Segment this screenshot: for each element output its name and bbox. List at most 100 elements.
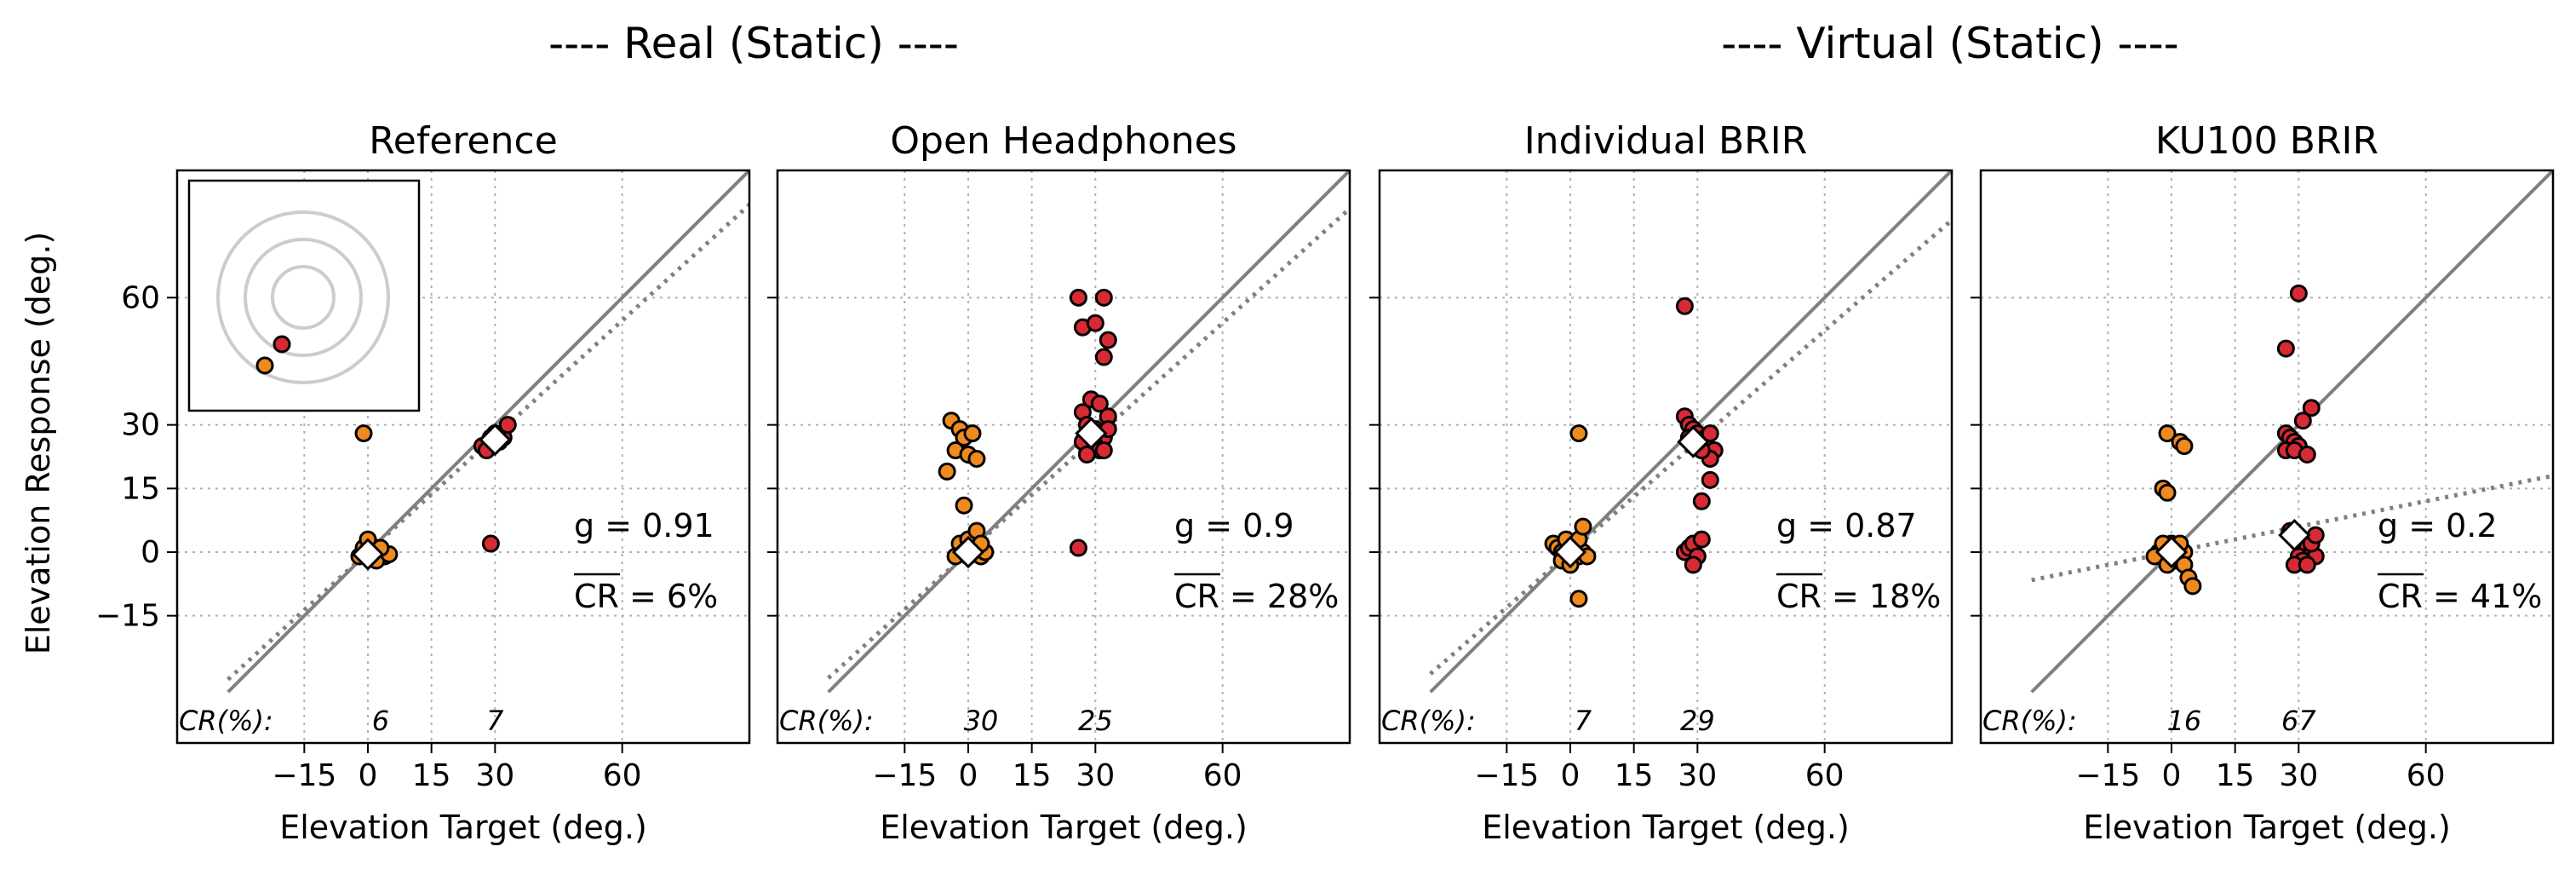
x-tick-label: 60 [603,758,642,793]
cr-value: 7 [486,705,504,737]
inset-ring [271,265,336,330]
cr-value: 67 [2281,705,2316,737]
cr-value: 30 [964,705,999,737]
data-point-target-30 [2293,412,2312,430]
x-axis-label: Elevation Target (deg.) [2083,809,2451,846]
data-point-target-30 [2276,339,2295,358]
x-tick-label: −15 [2075,758,2140,793]
cr-prefix: CR(%): [779,705,874,737]
data-point-target-30 [2302,399,2321,417]
inset-ring [216,210,390,384]
panel-title: KU100 BRIR [2155,119,2378,163]
gain-text: g = 0.91 [574,507,714,544]
cr-prefix: CR(%): [1381,705,1476,737]
regression-line [2031,473,2553,583]
x-tick-label: 60 [1805,758,1845,793]
data-point-target-30 [498,416,517,435]
cr-prefix: CR(%): [1982,705,2077,737]
gain-text: g = 0.9 [1174,507,1294,544]
data-point-target-30 [1692,530,1711,549]
data-point-target-30 [1701,470,1719,489]
x-axis-label: Elevation Target (deg.) [279,809,647,846]
data-point-target-30 [1086,314,1104,332]
x-tick-label: 0 [959,758,978,793]
mean-marker [1677,425,1710,458]
data-point-target-30 [1069,288,1087,307]
data-point-target-0 [1569,590,1588,608]
x-tick-label: 30 [2279,758,2318,793]
x-axis-label: Elevation Target (deg.) [1482,809,1850,846]
data-point-target-30 [1094,288,1113,307]
group-title-real: ---- Real (Static) ---- [548,19,959,68]
data-point-target-30 [1090,394,1109,413]
inset-box [187,179,421,412]
data-point-target-0 [1574,517,1592,536]
y-tick-label: 30 [121,408,160,443]
data-point-target-0 [938,462,956,481]
panel-2: Open Headphones −15 0 15 30 60 g = 0.9 CR = 28%… [767,119,1351,846]
inset-ring [244,238,363,357]
data-point-target-0 [955,496,973,515]
y-axis-label: Elevation Response (deg.) [20,232,57,655]
data-point-target-30 [2298,446,2316,464]
x-axis-label: Elevation Target (deg.) [880,809,1248,846]
x-tick-label: −15 [872,758,937,793]
data-point-target-0 [354,424,373,443]
panel-title: Reference [369,119,558,163]
gain-text: g = 0.87 [1776,507,1917,544]
x-tick-label: 0 [2162,758,2182,793]
data-point-target-0 [2158,483,2177,502]
mean-marker [351,538,385,571]
cr-value: 7 [1575,705,1592,737]
x-tick-label: 15 [1013,758,1052,793]
panel-3: Individual BRIR −15 0 15 30 60 g = 0.87 CR = 18… [1369,119,1954,846]
cr-value: 16 [2167,705,2202,737]
mean-cr-text: CR = 41% [2378,578,2542,615]
axes-frame [175,169,751,745]
data-point-target-30 [2289,284,2308,302]
axes-frame [1979,169,2555,745]
data-point-target-0 [1569,424,1588,443]
data-point-target-0 [963,424,982,443]
data-point-target-0 [2158,424,2177,443]
x-tick-label: 60 [2407,758,2446,793]
x-tick-label: 60 [1203,758,1242,793]
gain-text: g = 0.2 [2378,507,2498,544]
y-tick-label: 15 [121,471,160,506]
x-tick-label: −15 [1474,758,1539,793]
data-point-target-30 [1094,348,1113,366]
y-tick-label: −15 [95,599,160,634]
panel-4: KU100 BRIR −15 0 15 30 60 g = 0.2 CR = 41% CR(%)… [1971,119,2555,846]
mean-marker [2154,535,2189,569]
mean-marker [951,535,985,569]
y-tick-label: 60 [121,280,160,315]
axes-frame [776,169,1351,745]
x-tick-label: 0 [1561,758,1581,793]
x-tick-label: 0 [359,758,378,793]
x-tick-label: 15 [412,758,451,793]
axes-frame [1378,169,1954,745]
x-tick-label: 30 [1076,758,1115,793]
x-tick-label: 30 [475,758,514,793]
data-point-target-30 [1077,446,1096,464]
panel-1: Reference −15 −15 0 0 15 15 30 30 60 60 g = 0.91 CR … [95,119,751,846]
cr-value: 6 [372,705,389,737]
x-tick-label: −15 [272,758,336,793]
mean-marker [2278,518,2311,552]
mean-cr-text: CR = 28% [1174,578,1339,615]
data-point-target-30 [1692,492,1711,510]
data-point-target-0 [2175,437,2194,456]
data-point-target-0 [2183,577,2202,596]
mean-cr-text: CR = 6% [574,578,718,615]
cr-value: 25 [1078,705,1113,737]
cr-value: 29 [1680,705,1715,737]
data-point-target-30 [1684,556,1702,574]
inset-point [255,356,274,375]
data-point-target-30 [481,534,500,553]
data-point-target-30 [1701,424,1719,443]
data-point-target-0 [967,449,986,468]
x-tick-label: 15 [1615,758,1654,793]
data-point-target-30 [2298,556,2316,574]
mean-marker [1075,417,1108,450]
